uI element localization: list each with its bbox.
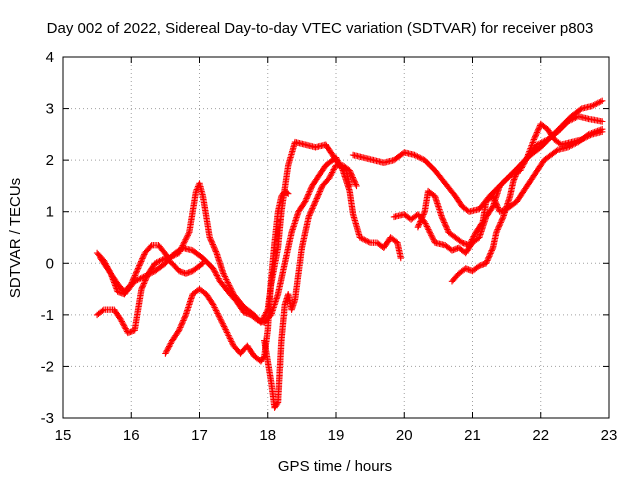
- y-tick-label: 4: [46, 49, 54, 66]
- x-tick-label: 21: [464, 427, 481, 444]
- x-tick-label: 23: [601, 427, 618, 444]
- series-arc-3: [97, 154, 404, 326]
- y-tick-label: 1: [46, 204, 54, 221]
- data-point-markers: [97, 154, 404, 326]
- y-tick-label: -1: [41, 307, 54, 324]
- x-tick-label: 22: [532, 427, 549, 444]
- series-arc-5: [261, 162, 360, 411]
- y-axis-label: SDTVAR / TECUs: [7, 178, 24, 298]
- series-arc-9: [448, 120, 606, 285]
- y-tick-label: 0: [46, 255, 54, 272]
- y-tick-label: -3: [41, 410, 54, 427]
- x-tick-label: 18: [259, 427, 276, 444]
- data-point-markers: [448, 120, 606, 285]
- y-tick-label: 3: [46, 101, 54, 118]
- chart-title: Day 002 of 2022, Sidereal Day-to-day VTE…: [47, 20, 594, 37]
- x-tick-label: 16: [123, 427, 140, 444]
- y-tick-label: -2: [41, 358, 54, 375]
- x-tick-label: 19: [328, 427, 345, 444]
- data-point-markers: [414, 126, 606, 249]
- series-arc-8: [414, 126, 606, 249]
- x-tick-label: 17: [191, 427, 208, 444]
- x-axis-label: GPS time / hours: [278, 458, 392, 475]
- data-markers: [93, 97, 606, 411]
- x-tick-label: 20: [396, 427, 413, 444]
- data-point-markers: [261, 162, 360, 411]
- series-arc-4: [162, 187, 292, 365]
- data-point-markers: [162, 187, 292, 365]
- x-tick-label: 15: [55, 427, 72, 444]
- data-point-markers: [93, 254, 207, 337]
- y-tick-label: 2: [46, 152, 54, 169]
- series-arc-1: [93, 254, 207, 337]
